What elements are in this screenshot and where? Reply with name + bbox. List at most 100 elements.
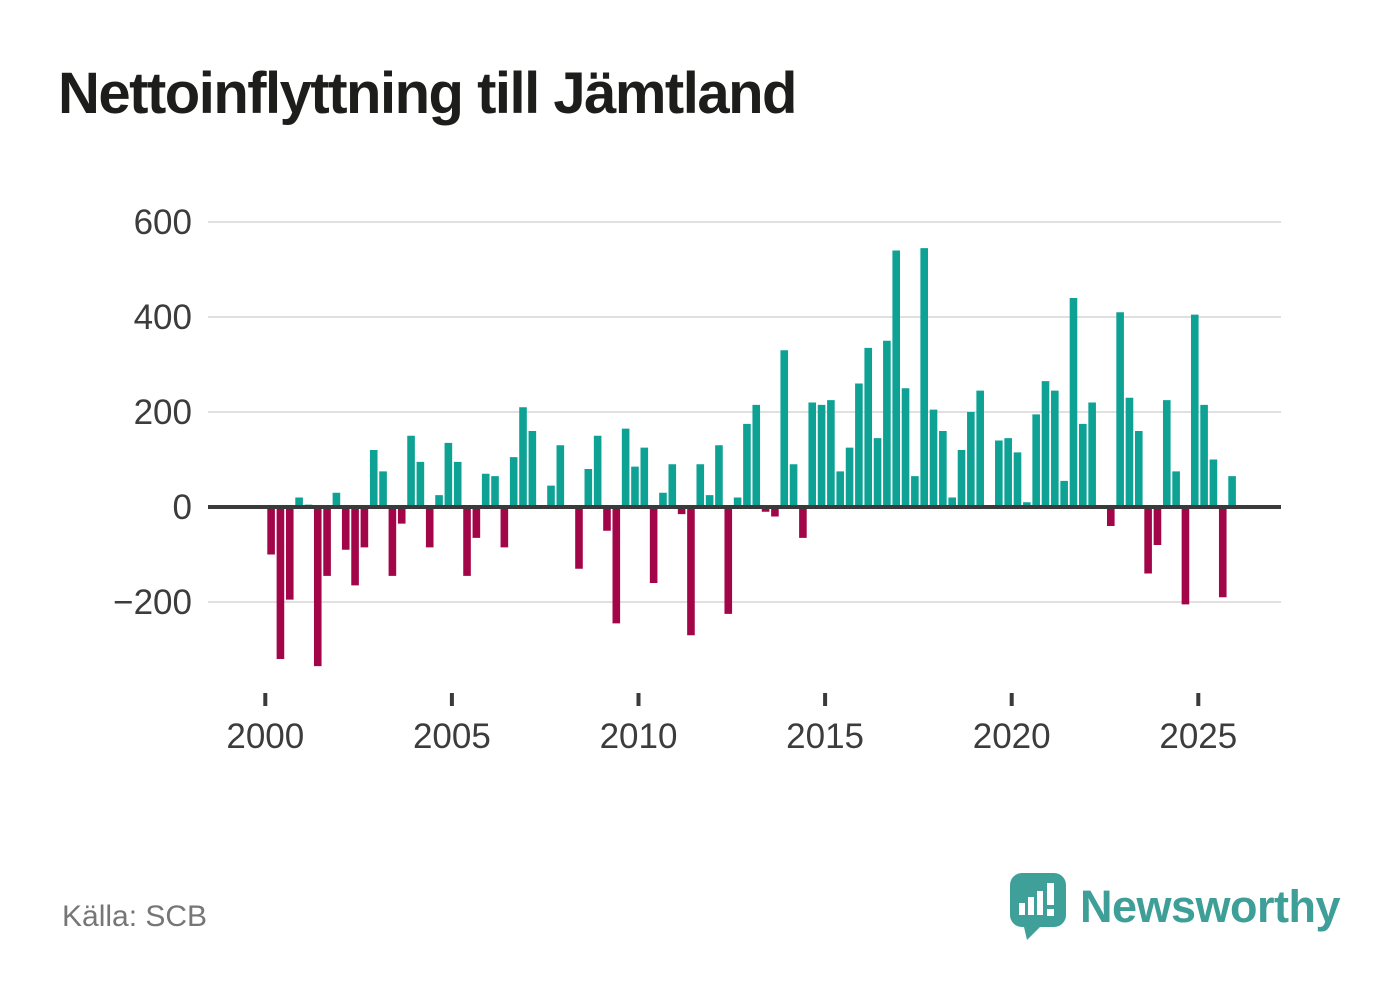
bar-2015-Q4 — [855, 383, 863, 507]
y-tick-label--200: −200 — [113, 583, 192, 622]
bar-2002-Q2 — [351, 507, 359, 586]
bar-2001-Q2 — [313, 507, 322, 667]
bar-2011-Q3 — [696, 464, 705, 507]
bar-2019-Q4 — [1004, 438, 1012, 508]
bar-2021-Q1 — [1051, 390, 1059, 508]
bar-2012-Q1 — [715, 445, 723, 507]
bar-2021-Q2 — [1060, 480, 1068, 508]
y-tick-label-400: 400 — [134, 298, 192, 337]
bar-2023-Q2 — [1134, 431, 1143, 507]
bar-2010-Q1 — [640, 447, 649, 508]
bar-2025-Q1 — [1200, 404, 1208, 508]
bar-2004-Q4 — [444, 442, 453, 508]
bar-2009-Q3 — [621, 428, 630, 508]
bar-2020-Q2 — [1023, 502, 1031, 507]
bar-2011-Q4 — [705, 495, 714, 508]
newsworthy-brand: Newsworthy — [1010, 872, 1341, 942]
y-tick-label-200: 200 — [134, 393, 192, 432]
bar-2013-Q4 — [780, 350, 789, 507]
bar-2000-Q3 — [285, 507, 294, 600]
bar-2023-Q1 — [1125, 397, 1134, 507]
bar-2000-Q1 — [267, 507, 275, 555]
bar-2015-Q1 — [827, 400, 835, 508]
bar-2003-Q1 — [379, 471, 387, 508]
bar-2000-Q2 — [276, 507, 285, 659]
bar-2010-Q2 — [649, 507, 658, 583]
bar-2020-Q3 — [1032, 414, 1040, 508]
bar-2001-Q3 — [323, 507, 331, 576]
bar-2025-Q3 — [1218, 507, 1227, 598]
bar-2019-Q3 — [995, 440, 1003, 507]
bar-2010-Q3 — [659, 492, 667, 507]
source-note: Källa: SCB — [62, 900, 208, 933]
bar-2009-Q1 — [603, 507, 611, 531]
bar-2016-Q2 — [873, 438, 882, 508]
bar-2006-Q1 — [491, 476, 499, 508]
bar-2012-Q3 — [733, 497, 742, 507]
bar-2004-Q2 — [425, 507, 434, 548]
bar-2014-Q1 — [789, 464, 798, 507]
bar-2014-Q3 — [808, 402, 817, 507]
bar-2021-Q3 — [1069, 298, 1078, 507]
bar-2025-Q2 — [1209, 459, 1218, 507]
bar-2022-Q4 — [1116, 312, 1124, 507]
bar-2006-Q4 — [519, 407, 527, 507]
bar-2021-Q4 — [1079, 423, 1087, 508]
bar-2024-Q3 — [1181, 507, 1190, 605]
bar-2018-Q1 — [939, 431, 947, 507]
bar-2016-Q3 — [883, 340, 891, 507]
bar-2017-Q3 — [920, 248, 928, 508]
chart-title: Nettoinflyttning till Jämtland — [58, 61, 797, 126]
bar-2005-Q4 — [481, 473, 490, 507]
bar-2005-Q2 — [463, 507, 471, 576]
bar-2004-Q3 — [435, 495, 443, 508]
bar-2003-Q2 — [388, 507, 397, 576]
bar-2020-Q4 — [1041, 381, 1050, 508]
bar-2012-Q2 — [724, 507, 733, 614]
bar-2003-Q4 — [407, 435, 415, 507]
x-tick-label-2000: 2000 — [226, 717, 304, 756]
bar-2014-Q4 — [817, 404, 826, 508]
bar-2016-Q4 — [892, 250, 901, 507]
y-tick-label-600: 600 — [134, 203, 192, 242]
bar-2007-Q4 — [556, 445, 565, 507]
bar-2016-Q1 — [864, 347, 873, 508]
bar-2023-Q4 — [1153, 507, 1162, 545]
bar-2024-Q2 — [1172, 471, 1180, 508]
bar-2007-Q1 — [528, 431, 537, 507]
bar-2002-Q4 — [369, 450, 378, 507]
newsworthy-logo-icon — [1010, 873, 1066, 940]
x-tick-label-2015: 2015 — [786, 717, 864, 756]
x-tick-label-2010: 2010 — [600, 717, 678, 756]
newsworthy-logo-text: Newsworthy — [1080, 881, 1341, 932]
bar-2013-Q1 — [752, 404, 761, 508]
bar-2008-Q3 — [584, 469, 593, 507]
bar-2013-Q3 — [771, 507, 779, 517]
x-tick-label-2005: 2005 — [413, 717, 491, 756]
bar-2018-Q3 — [957, 450, 966, 507]
bar-2000-Q4 — [295, 497, 303, 507]
bar-2011-Q1 — [677, 507, 686, 515]
bar-2017-Q2 — [911, 476, 919, 508]
bar-2002-Q1 — [341, 507, 350, 550]
bar-2001-Q4 — [332, 492, 341, 507]
bar-2004-Q1 — [416, 461, 425, 508]
x-tick-label-2025: 2025 — [1159, 717, 1237, 756]
bar-2017-Q1 — [901, 388, 910, 507]
bar-2018-Q2 — [948, 497, 956, 507]
bar-2024-Q4 — [1190, 314, 1199, 508]
bar-2014-Q2 — [799, 507, 807, 538]
bar-2002-Q3 — [360, 507, 369, 548]
bar-2006-Q3 — [509, 457, 518, 508]
bar-2024-Q1 — [1162, 400, 1171, 508]
bar-2009-Q2 — [612, 507, 621, 624]
bar-2007-Q3 — [547, 485, 555, 508]
bar-2009-Q4 — [631, 466, 639, 508]
bar-2017-Q4 — [929, 409, 938, 508]
bar-2008-Q4 — [593, 435, 602, 507]
x-tick-label-2020: 2020 — [973, 717, 1051, 756]
bar-2011-Q2 — [687, 507, 695, 636]
bar-2006-Q2 — [500, 507, 509, 548]
bar-2022-Q3 — [1107, 507, 1115, 526]
